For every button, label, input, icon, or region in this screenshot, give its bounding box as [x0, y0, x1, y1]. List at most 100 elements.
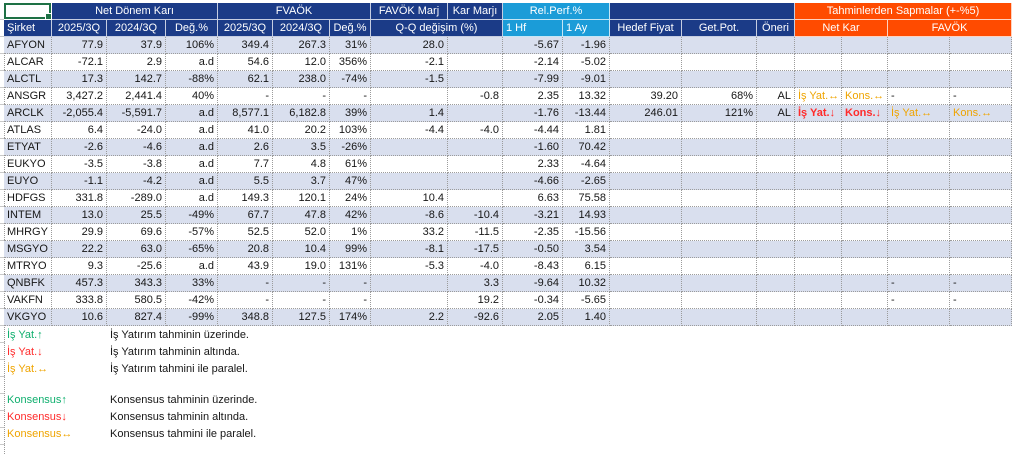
cell-kar-marji[interactable]: -11.5 — [448, 224, 503, 241]
cell-fv-2025[interactable]: - — [218, 275, 273, 292]
cell-relperf-1ay[interactable]: 6.15 — [563, 258, 610, 275]
cell-fv-deg[interactable]: 1% — [330, 224, 371, 241]
cell-favok-marj[interactable] — [371, 139, 448, 156]
header-net-donem-kari[interactable]: Net Dönem Karı — [52, 3, 218, 20]
cell-netkar-isyat[interactable] — [795, 292, 842, 309]
cell-relperf-1hf[interactable]: -8.43 — [503, 258, 563, 275]
header-get-pot[interactable]: Get.Pot. — [682, 20, 757, 37]
cell-hedef-fiyat[interactable]: 246.01 — [610, 105, 682, 122]
cell-nk-2025[interactable]: 6.4 — [52, 122, 107, 139]
cell-relperf-1hf[interactable]: 6.63 — [503, 190, 563, 207]
cell-fv-2024[interactable]: 127.5 — [273, 309, 330, 326]
cell-netkar-isyat[interactable] — [795, 37, 842, 54]
cell-favok-isyat[interactable]: İş Yat.↔ — [888, 105, 950, 122]
cell-fv-deg[interactable]: - — [330, 275, 371, 292]
cell-fv-deg[interactable]: 47% — [330, 173, 371, 190]
cell-fv-2024[interactable]: 52.0 — [273, 224, 330, 241]
cell-kar-marji[interactable]: -92.6 — [448, 309, 503, 326]
header-sirket[interactable]: Şirket — [4, 20, 52, 37]
cell-oneri[interactable]: AL — [757, 88, 795, 105]
cell-kar-marji[interactable]: 3.3 — [448, 275, 503, 292]
cell-hedef-fiyat[interactable]: 39.20 — [610, 88, 682, 105]
cell-nk-2025[interactable]: 331.8 — [52, 190, 107, 207]
cell-favok-isyat[interactable] — [888, 122, 950, 139]
cell-get-pot[interactable] — [682, 173, 757, 190]
cell-netkar-isyat[interactable] — [795, 241, 842, 258]
cell-oneri[interactable] — [757, 224, 795, 241]
cell-netkar-isyat[interactable] — [795, 309, 842, 326]
cell-nk-2024[interactable]: -289.0 — [107, 190, 166, 207]
cell-relperf-1hf[interactable]: -4.44 — [503, 122, 563, 139]
cell-favok-isyat[interactable] — [888, 309, 950, 326]
cell-nk-2025[interactable]: 3,427.2 — [52, 88, 107, 105]
cell-hedef-fiyat[interactable] — [610, 258, 682, 275]
cell-nk-2025[interactable]: 13.0 — [52, 207, 107, 224]
cell-fv-deg[interactable]: 99% — [330, 241, 371, 258]
cell-favok-isyat[interactable] — [888, 224, 950, 241]
cell-relperf-1ay[interactable]: 3.54 — [563, 241, 610, 258]
cell-favok-kons[interactable] — [950, 71, 1012, 88]
cell-kar-marji[interactable]: -17.5 — [448, 241, 503, 258]
cell-sirket[interactable]: ETYAT — [4, 139, 52, 156]
header-qq-degisim[interactable]: Q-Q değişim (%) — [371, 20, 503, 37]
cell-oneri[interactable] — [757, 190, 795, 207]
cell-nk-deg[interactable]: -88% — [166, 71, 218, 88]
cell-kar-marji[interactable] — [448, 37, 503, 54]
cell-netkar-kons[interactable] — [842, 71, 888, 88]
cell-netkar-kons[interactable] — [842, 309, 888, 326]
cell-fv-2025[interactable]: 5.5 — [218, 173, 273, 190]
cell-netkar-isyat[interactable] — [795, 173, 842, 190]
cell-fv-deg[interactable]: - — [330, 292, 371, 309]
cell-nk-deg[interactable]: a.d — [166, 156, 218, 173]
cell-favok-isyat[interactable] — [888, 156, 950, 173]
cell-nk-deg[interactable]: -42% — [166, 292, 218, 309]
cell-netkar-isyat[interactable] — [795, 190, 842, 207]
cell-kar-marji[interactable]: -4.0 — [448, 122, 503, 139]
cell-sirket[interactable]: ANSGR — [4, 88, 52, 105]
cell-sirket[interactable]: MSGYO — [4, 241, 52, 258]
cell-nk-2025[interactable]: 29.9 — [52, 224, 107, 241]
cell-relperf-1ay[interactable]: -1.96 — [563, 37, 610, 54]
cell-get-pot[interactable] — [682, 207, 757, 224]
cell-nk-deg[interactable]: 33% — [166, 275, 218, 292]
cell-nk-2024[interactable]: -25.6 — [107, 258, 166, 275]
cell-oneri[interactable] — [757, 156, 795, 173]
cell-nk-deg[interactable]: a.d — [166, 54, 218, 71]
header-kar-marji[interactable]: Kar Marjı — [448, 3, 503, 20]
cell-nk-2024[interactable]: -4.2 — [107, 173, 166, 190]
cell-favok-kons[interactable] — [950, 54, 1012, 71]
cell-fv-2024[interactable]: 19.0 — [273, 258, 330, 275]
cell-fv-2024[interactable]: 47.8 — [273, 207, 330, 224]
cell-relperf-1ay[interactable]: 70.42 — [563, 139, 610, 156]
cell-favok-kons[interactable]: - — [950, 275, 1012, 292]
cell-relperf-1hf[interactable]: -3.21 — [503, 207, 563, 224]
cell-favok-isyat[interactable] — [888, 190, 950, 207]
cell-sirket[interactable]: VAKFN — [4, 292, 52, 309]
cell-fv-2024[interactable]: 12.0 — [273, 54, 330, 71]
cell-sirket[interactable]: ARCLK — [4, 105, 52, 122]
cell-netkar-kons[interactable] — [842, 122, 888, 139]
header-nk-deg[interactable]: Değ.% — [166, 20, 218, 37]
header-fv-2024[interactable]: 2024/3Q — [273, 20, 330, 37]
cell-relperf-1ay[interactable]: 1.40 — [563, 309, 610, 326]
cell-sirket[interactable]: ALCTL — [4, 71, 52, 88]
cell-sirket[interactable]: MTRYO — [4, 258, 52, 275]
cell-oneri[interactable] — [757, 292, 795, 309]
cell-hedef-fiyat[interactable] — [610, 309, 682, 326]
cell-relperf-1ay[interactable]: -15.56 — [563, 224, 610, 241]
cell-hedef-fiyat[interactable] — [610, 37, 682, 54]
cell-favok-kons[interactable] — [950, 122, 1012, 139]
header-1hf[interactable]: 1 Hf — [503, 20, 563, 37]
cell-netkar-kons[interactable] — [842, 258, 888, 275]
cell-hedef-fiyat[interactable] — [610, 173, 682, 190]
cell-netkar-isyat[interactable]: İş Yat.↔ — [795, 88, 842, 105]
cell-fv-2025[interactable]: 7.7 — [218, 156, 273, 173]
cell-kar-marji[interactable] — [448, 54, 503, 71]
cell-nk-2024[interactable]: 580.5 — [107, 292, 166, 309]
cell-kar-marji[interactable]: -10.4 — [448, 207, 503, 224]
cell-relperf-1ay[interactable]: 75.58 — [563, 190, 610, 207]
cell-fv-deg[interactable]: 31% — [330, 37, 371, 54]
cell-nk-2024[interactable]: 142.7 — [107, 71, 166, 88]
cell-sirket[interactable]: VKGYO — [4, 309, 52, 326]
cell-nk-deg[interactable]: a.d — [166, 173, 218, 190]
